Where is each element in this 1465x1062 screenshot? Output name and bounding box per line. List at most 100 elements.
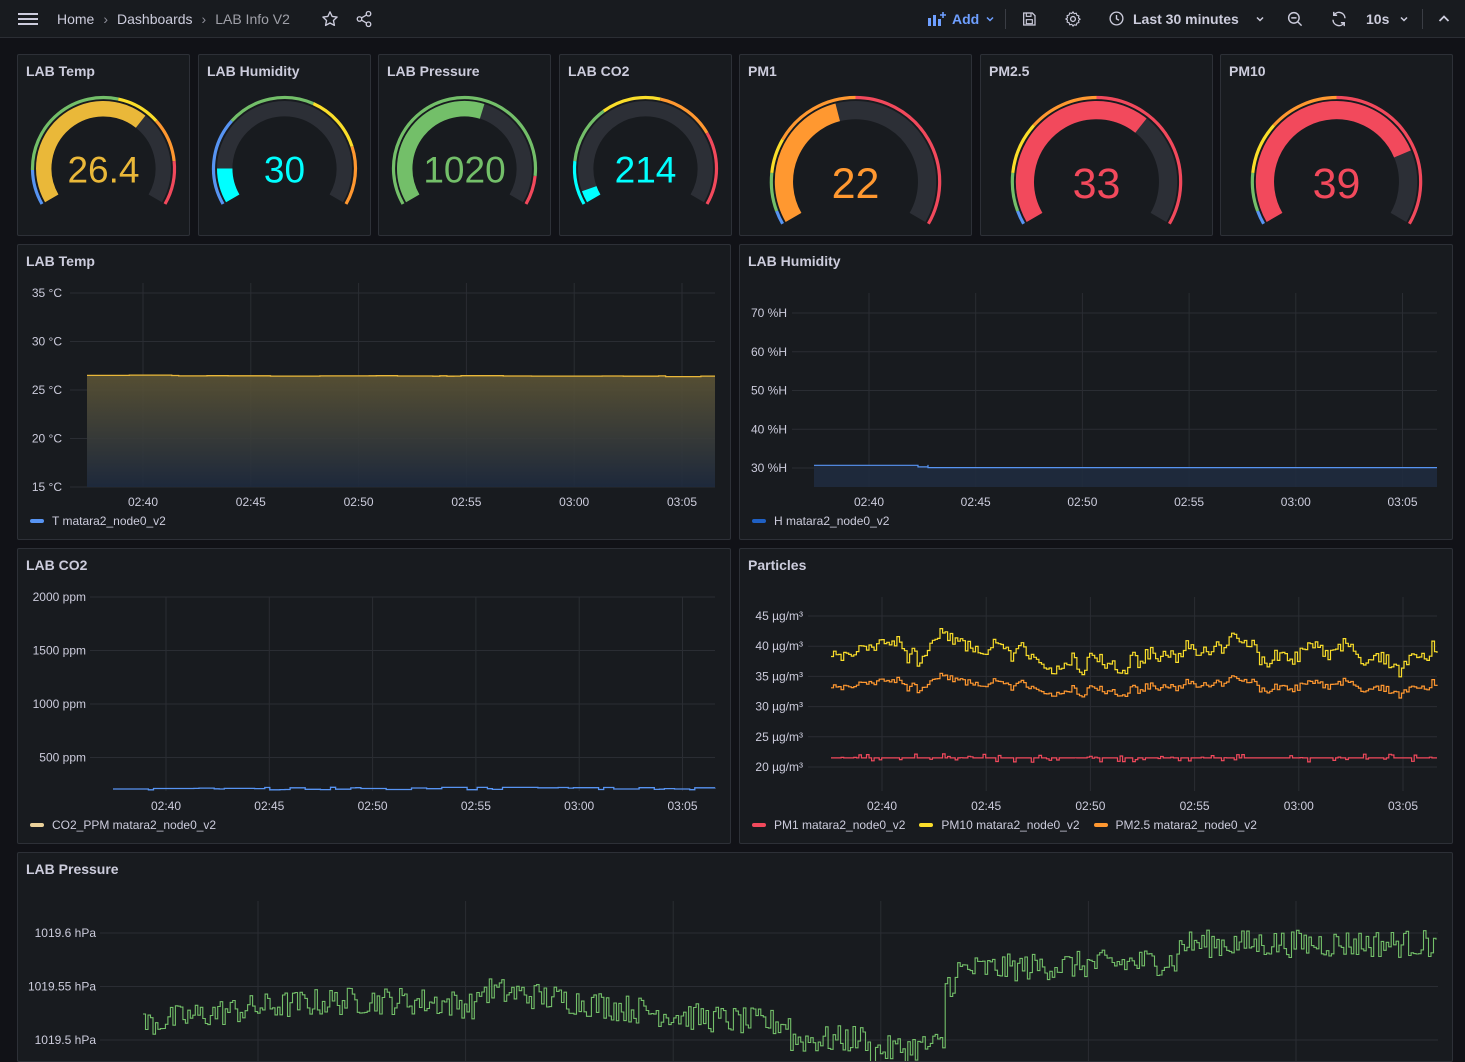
gauge-value-text: 33 <box>1073 160 1121 208</box>
legend-item[interactable]: PM2.5 matara2_node0_v2 <box>1093 818 1257 832</box>
gauge-threshold-arc <box>855 95 942 225</box>
breadcrumb-home[interactable]: Home <box>57 10 95 27</box>
x-tick-label: 02:45 <box>254 799 284 813</box>
y-tick-label: 30 µg/m³ <box>755 700 803 714</box>
gauge-svg: 1020 <box>391 95 538 205</box>
x-tick-label: 03:05 <box>1388 799 1418 813</box>
legend-item[interactable]: H matara2_node0_v2 <box>752 514 889 528</box>
gauge-threshold-arc <box>1096 95 1183 225</box>
y-tick-label: 30 %H <box>751 461 787 475</box>
legend-swatch <box>30 823 44 827</box>
timeseries-panel-lab-humidity[interactable]: LAB Humidity H matara2_node0_v2 70 %H 60 … <box>739 244 1453 540</box>
gauge-panel-pm1[interactable]: PM1 22 <box>739 54 972 236</box>
x-tick-label: 03:00 <box>1281 495 1311 509</box>
timeseries-panel-particles[interactable]: Particles PM1 matara2_node0_v2 PM10 mata… <box>739 548 1453 844</box>
x-tick-label: 02:40 <box>867 799 897 813</box>
panel-title: LAB Pressure <box>387 63 480 79</box>
y-tick-label: 40 µg/m³ <box>755 639 803 653</box>
timeseries-panel-lab-co2[interactable]: LAB CO2 CO2_PPM matara2_node0_v2 2000 pp… <box>17 548 731 844</box>
gauge-value-arc <box>581 185 601 203</box>
settings-gear-icon[interactable] <box>1064 0 1082 37</box>
y-tick-label: 500 ppm <box>39 751 86 765</box>
x-tick-label: 02:50 <box>344 495 374 509</box>
y-tick-label: 1019.6 hPa <box>35 926 97 940</box>
gauge-svg: 22 <box>769 95 942 225</box>
legend-item[interactable]: PM1 matara2_node0_v2 <box>752 818 905 832</box>
add-button[interactable]: Add <box>928 0 995 37</box>
chart-svg: 1019.6 hPa 1019.55 hPa 1019.5 hPa <box>28 901 1438 1061</box>
breadcrumb-dashboards[interactable]: Dashboards <box>117 10 193 27</box>
gauge-threshold-arc <box>155 119 176 162</box>
x-tick-label: 02:45 <box>971 799 1001 813</box>
legend-swatch <box>919 823 934 827</box>
refresh-icon[interactable] <box>1330 0 1348 37</box>
gauge-panel-lab-temp[interactable]: LAB Temp 26.4 <box>17 54 190 236</box>
gauge-track <box>578 101 713 203</box>
gauge-value-arc <box>1255 101 1411 222</box>
legend-item[interactable]: PM10 matara2_node0_v2 <box>919 818 1080 832</box>
y-tick-label: 60 %H <box>751 345 787 359</box>
clock-icon <box>1109 11 1124 26</box>
panel-title: PM10 <box>1229 63 1266 79</box>
legend: H matara2_node0_v2 <box>752 514 889 528</box>
y-tick-label: 1019.5 hPa <box>35 1033 97 1047</box>
series-line <box>814 464 1437 469</box>
chevron-down-icon <box>986 16 994 22</box>
legend-swatch <box>30 519 44 523</box>
gauge-threshold-arc <box>1336 95 1423 225</box>
legend-item[interactable]: CO2_PPM matara2_node0_v2 <box>30 818 216 832</box>
refresh-interval-label: 10s <box>1366 10 1390 27</box>
panel-title: PM2.5 <box>989 63 1030 79</box>
x-tick-label: 03:05 <box>667 495 697 509</box>
gauge-threshold-arc <box>602 95 661 113</box>
gauge-panel-pm10[interactable]: PM10 39 <box>1220 54 1453 236</box>
gauge-threshold-arc <box>1256 210 1266 225</box>
gauge-panel-lab-humidity[interactable]: LAB Humidity 30 <box>198 54 371 236</box>
series-line <box>87 374 715 378</box>
x-tick-label: 03:00 <box>559 495 589 509</box>
y-tick-label: 35 °C <box>32 286 62 300</box>
refresh-interval-picker[interactable]: 10s <box>1366 0 1409 37</box>
x-tick-label: 02:45 <box>236 495 266 509</box>
gauge-svg: 39 <box>1250 95 1423 225</box>
gauge-panel-lab-co2[interactable]: LAB CO2 214 <box>559 54 732 236</box>
legend-label: PM1 matara2_node0_v2 <box>774 818 906 832</box>
menu-icon[interactable] <box>18 0 38 37</box>
gauge-threshold-arc <box>211 119 233 205</box>
gauge-threshold-arc <box>344 146 358 205</box>
x-tick-label: 02:55 <box>1180 799 1210 813</box>
gauge-panel-pm2-5[interactable]: PM2.5 33 <box>980 54 1213 236</box>
gauge-threshold-arc <box>1251 124 1276 174</box>
collapse-chevron-up-icon[interactable] <box>1437 0 1451 37</box>
timeseries-panel-lab-temp[interactable]: LAB Temp T matara2_node0_v2 35 °C 30 °C 25… <box>17 244 731 540</box>
gauge-threshold-arc <box>391 95 538 205</box>
y-tick-label: 40 %H <box>751 422 787 436</box>
legend-item[interactable]: T matara2_node0_v2 <box>30 514 166 528</box>
zoom-out-icon[interactable] <box>1286 0 1304 37</box>
panel-title: LAB Temp <box>26 253 95 269</box>
save-dashboard-icon[interactable] <box>1021 0 1037 37</box>
legend: CO2_PPM matara2_node0_v2 <box>30 818 216 832</box>
x-tick-label: 02:45 <box>961 495 991 509</box>
share-icon[interactable] <box>355 0 373 37</box>
y-tick-label: 30 °C <box>32 335 62 349</box>
gauge-threshold-arc <box>769 172 779 212</box>
legend-label: CO2_PPM matara2_node0_v2 <box>52 818 217 832</box>
legend-label: PM2.5 matara2_node0_v2 <box>1115 818 1257 832</box>
gauge-value-text: 22 <box>832 160 880 208</box>
gauge-threshold-arc <box>117 97 158 123</box>
gauge-threshold-arc <box>572 160 586 205</box>
x-tick-label: 02:40 <box>128 495 158 509</box>
top-navbar: Home › Dashboards › LAB Info V2 Add Last… <box>0 0 1465 38</box>
gauge-value-text: 214 <box>615 150 677 191</box>
y-tick-label: 1500 ppm <box>33 644 86 658</box>
timeseries-panel-lab-pressure[interactable]: LAB Pressure 1019.6 hPa 1019.55 hPa 1019.5… <box>17 852 1453 1062</box>
series-line <box>143 929 1437 1061</box>
breadcrumb: Home › Dashboards › LAB Info V2 <box>57 0 290 37</box>
time-range-picker[interactable]: Last 30 minutes <box>1108 0 1265 37</box>
gauge-panel-lab-pressure[interactable]: LAB Pressure 1020 <box>378 54 551 236</box>
gauge-threshold-arc <box>1032 95 1097 127</box>
star-icon[interactable] <box>321 0 339 37</box>
gauge-threshold-arc <box>573 109 605 162</box>
gauge-value-text: 26.4 <box>67 150 139 191</box>
